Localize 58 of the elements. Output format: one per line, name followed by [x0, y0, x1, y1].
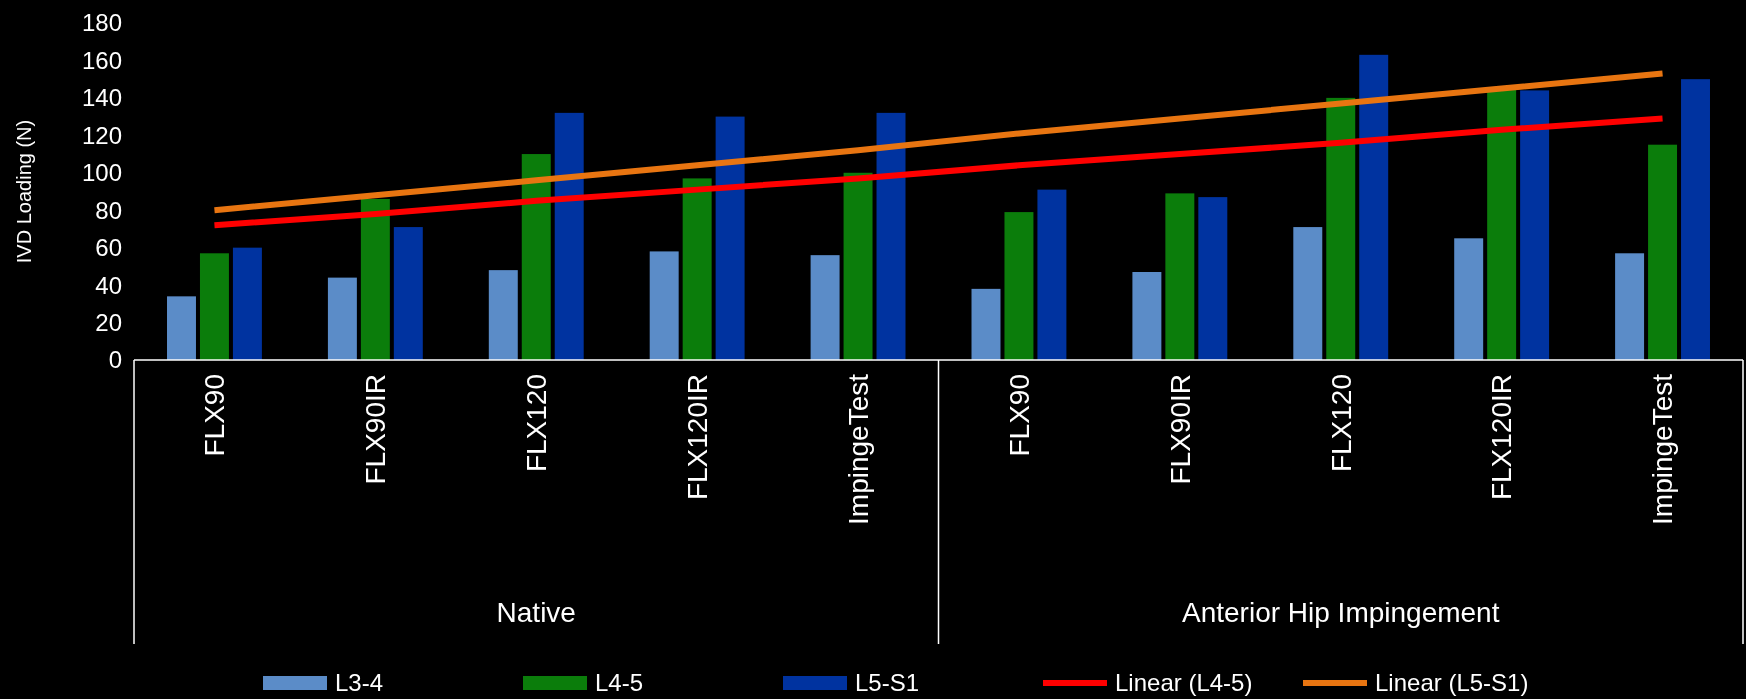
bar [1615, 253, 1645, 360]
y-tick-label: 100 [81, 159, 122, 187]
bar [1681, 79, 1710, 360]
y-tick-label: 80 [95, 196, 122, 224]
y-tick-label: 120 [81, 121, 122, 149]
bar [1293, 227, 1323, 360]
x-tick-label: FLX90IR [1164, 374, 1196, 485]
text: Anterior Hip Impingement [1182, 597, 1500, 628]
bar [810, 255, 840, 360]
x-tick-label: ImpingeTest [842, 373, 874, 525]
legend-label: Linear (L4-5) [1115, 669, 1253, 697]
bar [1487, 88, 1517, 360]
bar [1326, 97, 1356, 360]
bar [327, 277, 357, 360]
legend-label: L5-S1 [855, 669, 920, 697]
bar [876, 112, 906, 360]
bar [393, 227, 423, 360]
bar [199, 253, 229, 360]
bar [1132, 272, 1162, 360]
y-tick-label: 40 [95, 271, 122, 299]
x-tick-label: FLX120IR [1486, 374, 1518, 501]
bar [232, 247, 262, 360]
y-tick-label: 140 [81, 84, 122, 112]
bar [554, 112, 584, 360]
bar [167, 296, 196, 360]
legend-label: Linear (L5-S1) [1375, 669, 1529, 697]
x-tick-label: FLX90IR [360, 374, 392, 485]
bar [521, 154, 551, 360]
x-tick-label: FLX120 [521, 374, 553, 473]
y-tick-label: 20 [95, 308, 122, 336]
bar [682, 178, 712, 360]
x-tick-label: FLX120IR [681, 374, 713, 501]
bar [1198, 197, 1228, 360]
bar [360, 198, 390, 360]
x-tick-label: ImpingeTest [1647, 373, 1679, 525]
bar [715, 116, 745, 360]
bar [843, 172, 873, 360]
x-tick-label: FLX120 [1325, 374, 1357, 473]
y-tick-label: 180 [81, 9, 122, 37]
y-tick-label: 0 [108, 346, 122, 374]
legend-label: L3-4 [335, 669, 384, 697]
x-tick-label: FLX90 [1003, 374, 1035, 457]
bar [1520, 90, 1550, 360]
bar [1165, 193, 1195, 360]
bar [649, 251, 679, 360]
bar [1004, 212, 1034, 360]
bar [1454, 238, 1484, 360]
x-tick-label: FLX90 [199, 374, 231, 457]
bar [1037, 189, 1067, 360]
legend-label: L4-5 [595, 669, 644, 697]
bar [488, 270, 518, 360]
y-axis-title: IVD Loading (N) [13, 119, 35, 264]
y-tick-label: 160 [81, 46, 122, 74]
bar [1648, 144, 1678, 360]
bar [1359, 54, 1389, 360]
y-tick-label: 60 [95, 234, 122, 262]
text: Native [496, 597, 576, 628]
bar [971, 288, 1001, 360]
